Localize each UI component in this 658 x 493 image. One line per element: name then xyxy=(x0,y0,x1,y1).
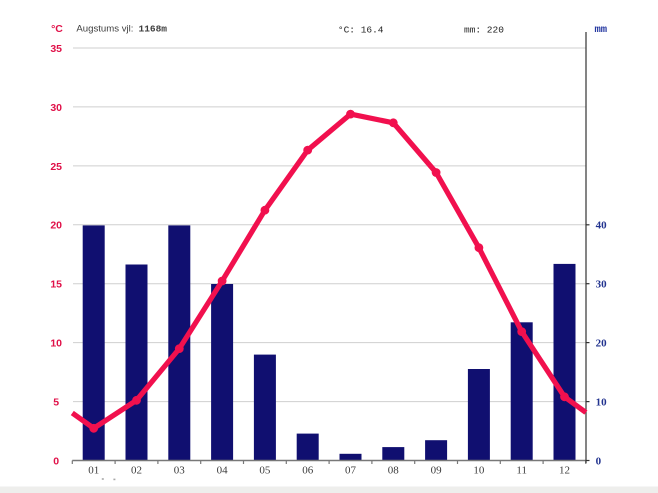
svg-text:0: 0 xyxy=(53,455,59,467)
svg-text:mm: 220: mm: 220 xyxy=(464,24,504,35)
svg-text:°C: °C xyxy=(51,23,63,35)
svg-text:02: 02 xyxy=(131,464,142,476)
svg-text:30: 30 xyxy=(596,279,608,291)
svg-text:20: 20 xyxy=(50,220,62,232)
svg-text:10: 10 xyxy=(50,338,62,350)
svg-text:10: 10 xyxy=(473,464,485,476)
svg-text:40: 40 xyxy=(596,220,608,232)
svg-text:Augstums vjl:: Augstums vjl: xyxy=(76,23,133,34)
svg-text:0: 0 xyxy=(596,455,602,467)
svg-text:09: 09 xyxy=(431,464,443,476)
svg-text:03: 03 xyxy=(174,464,186,476)
svg-text:20: 20 xyxy=(596,338,608,350)
svg-text:01: 01 xyxy=(88,464,99,476)
svg-text:04: 04 xyxy=(217,464,229,476)
svg-text:30: 30 xyxy=(50,102,62,114)
svg-text:15: 15 xyxy=(50,279,62,291)
svg-text:06: 06 xyxy=(302,464,314,476)
svg-text:mm: mm xyxy=(595,24,608,36)
svg-text:35: 35 xyxy=(50,43,62,55)
svg-text:°C: 16.4: °C: 16.4 xyxy=(338,24,384,35)
svg-text:11: 11 xyxy=(516,464,527,476)
svg-text:1168m: 1168m xyxy=(139,23,168,34)
svg-text:10: 10 xyxy=(596,397,608,409)
svg-text:5: 5 xyxy=(53,397,59,409)
svg-text:25: 25 xyxy=(50,161,62,173)
svg-text:07: 07 xyxy=(345,464,357,476)
svg-text:08: 08 xyxy=(388,464,400,476)
svg-text:12: 12 xyxy=(559,464,570,476)
svg-text:05: 05 xyxy=(259,464,271,476)
